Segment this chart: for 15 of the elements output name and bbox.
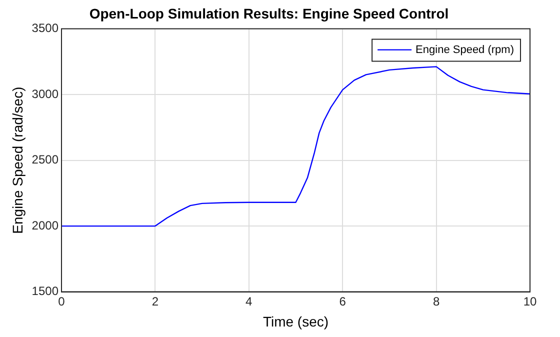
x-axis-title: Time (sec) (262, 313, 329, 330)
chart-title: Open-Loop Simulation Results: Engine Speed Control (89, 5, 449, 22)
x-tick-label: 4 (246, 294, 253, 308)
x-tick-label: 8 (432, 294, 440, 308)
y-axis-title: Engine Speed (rad/sec) (9, 86, 26, 234)
x-tick-label: 0 (58, 294, 66, 308)
x-tick-label: 10 (523, 294, 537, 308)
y-tick-label: 1500 (32, 284, 59, 298)
y-tick-label: 2000 (32, 218, 59, 232)
y-tick-label: 2500 (32, 152, 59, 167)
x-tick-label: 6 (339, 294, 346, 308)
x-tick-label: 2 (152, 294, 159, 308)
y-tick-label: 3000 (32, 86, 59, 101)
legend-label: Engine Speed (rpm) (416, 44, 514, 56)
y-tick-label: 3500 (32, 21, 59, 36)
